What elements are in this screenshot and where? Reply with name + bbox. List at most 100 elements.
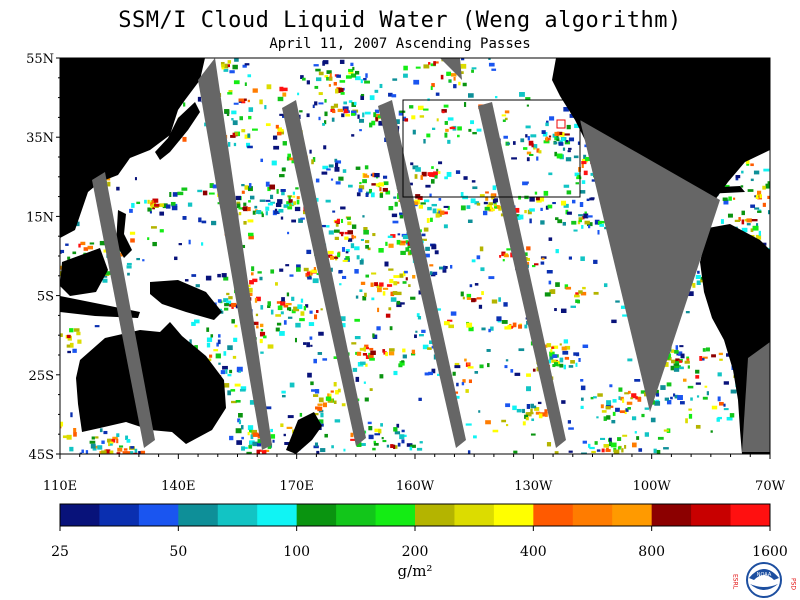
- cloud-cell: [51, 268, 54, 271]
- cloud-cell: [343, 110, 349, 114]
- cloud-cell: [254, 205, 258, 209]
- logo-ring: [746, 562, 782, 598]
- cloud-cell: [208, 192, 215, 195]
- cloud-cell: [97, 445, 103, 450]
- colorbar-units: g/m²: [398, 562, 433, 580]
- cloud-cell: [368, 434, 374, 440]
- cloud-cell: [389, 326, 393, 331]
- colorbar-tick-label: 25: [51, 544, 69, 560]
- cloud-cell: [221, 273, 227, 278]
- cloud-cell: [523, 147, 528, 150]
- cloud-cell: [363, 227, 368, 231]
- cloud-cell: [108, 441, 111, 447]
- cloud-cell: [378, 248, 384, 253]
- cloud-cell: [675, 345, 679, 350]
- cloud-cell: [433, 61, 439, 64]
- cloud-cell: [573, 155, 579, 159]
- cloud-cell: [396, 300, 401, 305]
- cloud-cell: [338, 88, 344, 93]
- cloud-cell: [354, 70, 360, 75]
- cloud-cell: [386, 284, 393, 287]
- cloud-cell: [404, 270, 408, 274]
- cloud-cell: [563, 203, 569, 208]
- cloud-cell: [388, 307, 392, 311]
- cloud-cell: [66, 334, 71, 339]
- cloud-cell: [606, 447, 609, 451]
- cloud-cell: [235, 399, 241, 403]
- cloud-cell: [399, 273, 404, 278]
- cloud-cell: [564, 140, 571, 145]
- cloud-cell: [382, 349, 386, 353]
- cloud-cell: [324, 433, 328, 438]
- cloud-cell: [227, 345, 233, 351]
- cloud-cell: [352, 367, 358, 372]
- cloud-cell: [260, 158, 264, 163]
- cloud-cell: [588, 224, 591, 229]
- cloud-cell: [631, 416, 637, 421]
- cloud-cell: [230, 389, 236, 392]
- cloud-cell: [481, 291, 484, 296]
- cloud-cell: [583, 154, 587, 160]
- cloud-cell: [594, 219, 600, 225]
- cloud-cell: [599, 220, 605, 224]
- cloud-cell: [461, 58, 465, 61]
- cloud-cell: [235, 132, 239, 136]
- cloud-cell: [323, 145, 327, 150]
- cloud-cell: [197, 96, 202, 102]
- cloud-cell: [718, 401, 724, 406]
- cloud-cell: [463, 176, 468, 180]
- cloud-cell: [247, 219, 254, 223]
- cloud-cell: [281, 394, 286, 398]
- cloud-cell: [394, 431, 401, 435]
- cloud-cell: [328, 76, 333, 81]
- cloud-cell: [488, 207, 494, 212]
- cloud-cell: [408, 284, 411, 288]
- cloud-cell: [215, 353, 221, 359]
- cloud-cell: [303, 342, 307, 345]
- cloud-cell: [431, 83, 435, 88]
- cloud-cell: [389, 278, 394, 284]
- cloud-cell: [485, 191, 489, 194]
- colorbar-swatch: [217, 504, 258, 526]
- cloud-cell: [233, 337, 238, 342]
- cloud-cell: [470, 120, 475, 125]
- cloud-cell: [364, 344, 369, 348]
- cloud-cell: [444, 121, 448, 125]
- cloud-cell: [280, 130, 285, 135]
- cloud-cell: [67, 335, 72, 341]
- cloud-cell: [359, 361, 366, 365]
- cloud-cell: [540, 256, 547, 259]
- cloud-cell: [545, 205, 549, 210]
- cloud-cell: [279, 86, 284, 92]
- cloud-cell: [763, 168, 770, 172]
- cloud-cell: [644, 432, 650, 437]
- cloud-cell: [526, 246, 531, 251]
- colorbar-swatch: [178, 504, 219, 526]
- cloud-cell: [513, 450, 518, 454]
- cloud-cell: [363, 77, 367, 81]
- cloud-cell: [130, 451, 134, 454]
- cloud-cell: [447, 319, 453, 322]
- cloud-cell: [322, 165, 329, 170]
- cloud-cell: [717, 416, 722, 420]
- cloud-cell: [559, 357, 564, 363]
- cloud-cell: [557, 131, 563, 136]
- cloud-cell: [579, 202, 584, 208]
- cloud-cell: [267, 202, 273, 206]
- cloud-cell: [704, 385, 708, 388]
- cloud-cell: [540, 207, 543, 211]
- cloud-cell: [679, 401, 685, 405]
- cloud-cell: [248, 107, 254, 112]
- cloud-cell: [260, 305, 264, 310]
- cloud-cell: [274, 208, 278, 212]
- cloud-cell: [182, 136, 187, 142]
- cloud-cell: [326, 225, 330, 228]
- cloud-cell: [481, 327, 486, 331]
- cloud-cell: [275, 314, 282, 317]
- cloud-cell: [393, 275, 400, 278]
- cloud-cell: [777, 213, 780, 217]
- cloud-cell: [363, 175, 370, 178]
- cloud-cell: [299, 412, 303, 417]
- cloud-cell: [552, 345, 559, 349]
- cloud-cell: [379, 83, 383, 89]
